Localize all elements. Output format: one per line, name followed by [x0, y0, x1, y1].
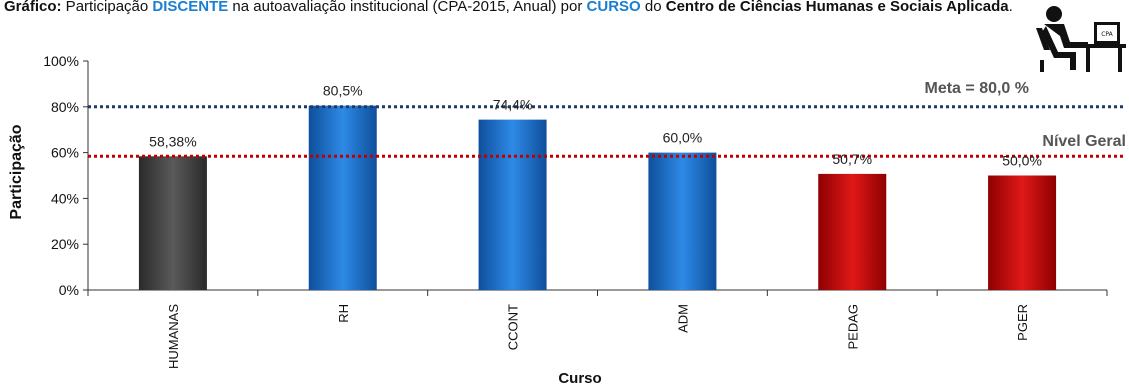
- title-highlight-curso: CURSO: [586, 0, 641, 15]
- y-tick-label: 60%: [51, 145, 79, 161]
- axes: [83, 60, 1108, 296]
- bar-adm: [648, 152, 717, 290]
- title-highlight-discente: DISCENTE: [152, 0, 229, 15]
- title-part-3: do: [640, 0, 666, 15]
- data-label-pedag: 50,7%: [832, 151, 872, 167]
- x-axis-label: Curso: [558, 370, 602, 387]
- x-tick-label-humanas: HUMANAS: [166, 304, 181, 369]
- bar-ccont: [478, 119, 547, 291]
- labels: 0% 20% 40% 60% 80% 100% 58,38% HUMANAS 80,5% RH 74…: [43, 53, 1042, 369]
- data-label-rh: 80,5%: [323, 83, 363, 99]
- bars: [138, 105, 1057, 291]
- x-tick-label-pger: PGER: [1015, 304, 1030, 341]
- y-axis-label: Participação: [8, 124, 25, 220]
- y-tick-label: 40%: [51, 190, 79, 206]
- person-at-computer-icon: CPA: [1036, 6, 1126, 72]
- bar-pedag: [818, 173, 887, 290]
- bar-rh: [308, 105, 377, 290]
- title-part-2: na autoavaliação institucional (CPA-2015…: [228, 0, 587, 15]
- bar-humanas: [138, 156, 207, 290]
- x-tick-label-ccont: CCONT: [506, 304, 521, 350]
- title-end: .: [1008, 0, 1013, 15]
- data-label-pger: 50,0%: [1002, 153, 1042, 169]
- y-tick-label: 0%: [59, 282, 79, 298]
- title-center-name: Centro de Ciências Humanas e Sociais Apl…: [665, 0, 1009, 15]
- svg-text:CPA: CPA: [1101, 31, 1113, 38]
- nivel-geral-line-label: Nível Geral: [1042, 133, 1126, 150]
- bar-pger: [988, 175, 1057, 290]
- data-label-ccont: 74,4%: [493, 97, 533, 113]
- meta-line-label: Meta = 80,0 %: [924, 80, 1030, 97]
- x-tick-label-adm: ADM: [675, 304, 690, 333]
- y-tick-label: 20%: [51, 236, 79, 252]
- reference-lines: [88, 105, 1125, 158]
- x-tick-label-pedag: PEDAG: [845, 304, 860, 350]
- data-label-adm: 60,0%: [663, 130, 703, 146]
- data-label-humanas: 58,38%: [149, 133, 196, 149]
- y-tick-label: 100%: [43, 53, 79, 69]
- title-prefix: Gráfico:: [4, 0, 62, 15]
- title-part-1: Participação: [61, 0, 153, 15]
- chart-title: Gráfico: Participação DISCENTE na autoav…: [4, 0, 1044, 19]
- y-tick-label: 80%: [51, 99, 79, 115]
- x-tick-label-rh: RH: [336, 304, 351, 323]
